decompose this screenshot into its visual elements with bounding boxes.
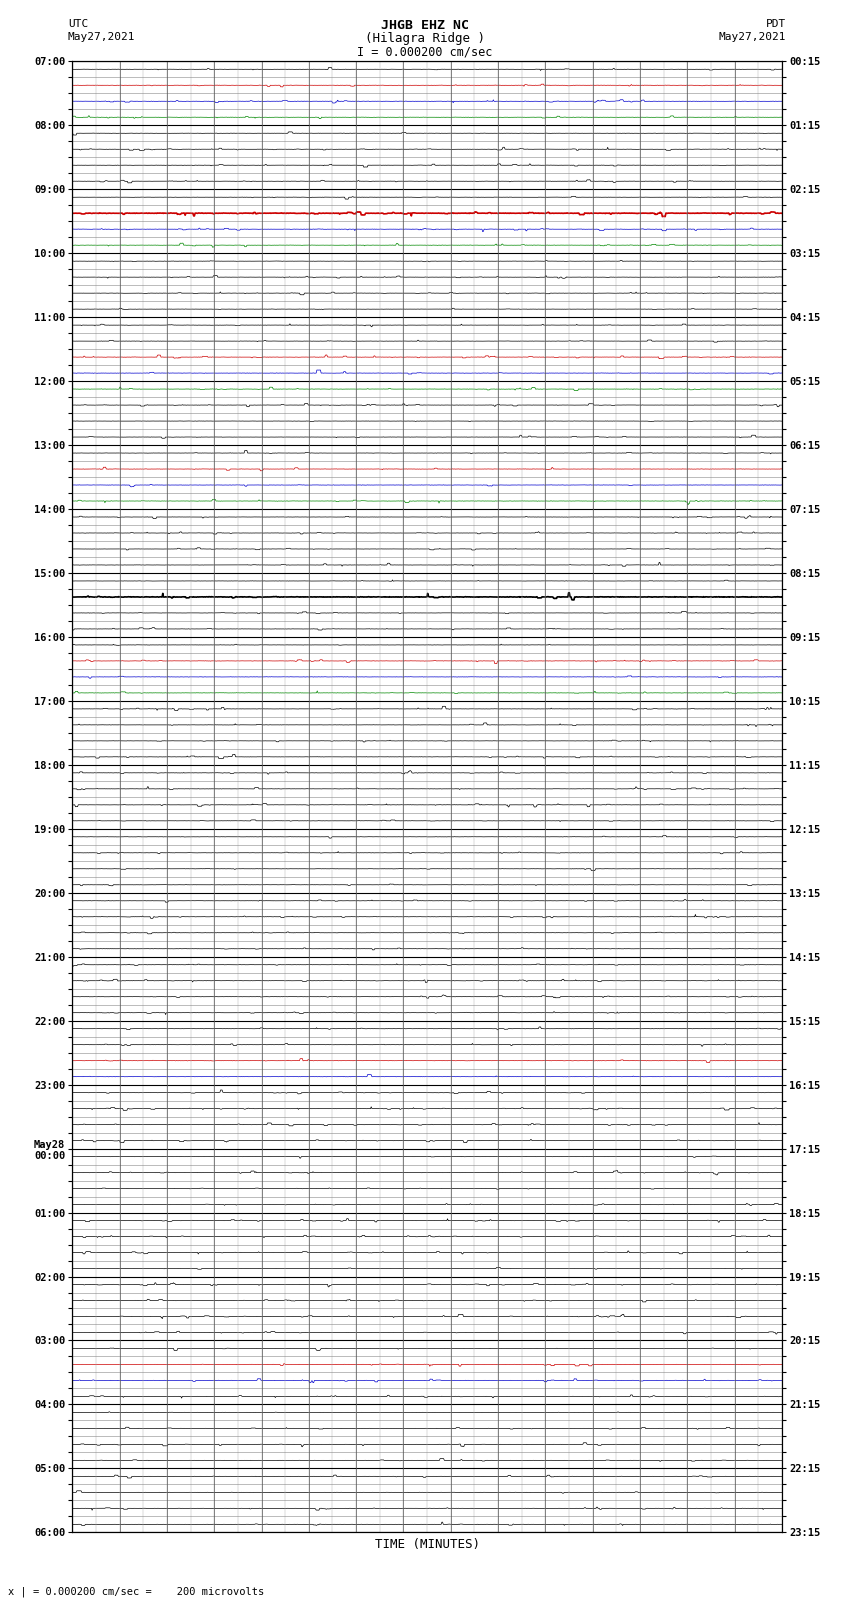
Text: I = 0.000200 cm/sec: I = 0.000200 cm/sec: [357, 45, 493, 58]
Text: UTC: UTC: [68, 19, 88, 29]
Text: JHGB EHZ NC: JHGB EHZ NC: [381, 19, 469, 32]
Text: May27,2021: May27,2021: [719, 32, 786, 42]
Text: x | = 0.000200 cm/sec =    200 microvolts: x | = 0.000200 cm/sec = 200 microvolts: [8, 1586, 264, 1597]
Text: (Hilagra Ridge ): (Hilagra Ridge ): [365, 32, 485, 45]
Text: PDT: PDT: [766, 19, 786, 29]
X-axis label: TIME (MINUTES): TIME (MINUTES): [375, 1537, 479, 1552]
Text: May27,2021: May27,2021: [68, 32, 135, 42]
